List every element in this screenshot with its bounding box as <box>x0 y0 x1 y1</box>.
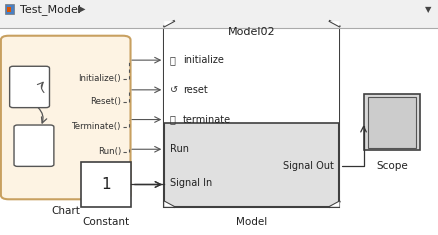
FancyBboxPatch shape <box>14 125 54 166</box>
Text: Reset(): Reset() <box>90 98 121 106</box>
Polygon shape <box>164 202 174 207</box>
Text: initialize: initialize <box>183 55 223 65</box>
Text: Model: Model <box>236 217 268 227</box>
Polygon shape <box>330 21 339 26</box>
Bar <box>0 0 438 28</box>
Text: ▶: ▶ <box>78 4 85 14</box>
Text: Model02: Model02 <box>228 27 276 37</box>
Bar <box>7 7 11 12</box>
Bar <box>164 21 339 207</box>
Text: Initialize(): Initialize() <box>78 74 121 83</box>
Polygon shape <box>164 21 174 26</box>
Text: ▼: ▼ <box>425 5 431 14</box>
Bar <box>364 94 420 150</box>
FancyBboxPatch shape <box>10 66 49 108</box>
Text: ↺: ↺ <box>170 85 178 95</box>
Polygon shape <box>330 202 339 207</box>
Bar <box>368 97 416 148</box>
Bar <box>5 4 14 14</box>
Text: Terminate(): Terminate() <box>71 122 121 131</box>
Text: Scope: Scope <box>376 161 408 171</box>
FancyBboxPatch shape <box>1 36 131 199</box>
Text: Chart: Chart <box>51 206 80 216</box>
Text: Constant: Constant <box>83 217 130 227</box>
Text: reset: reset <box>183 85 208 95</box>
Text: Signal Out: Signal Out <box>283 161 334 171</box>
Bar <box>81 162 131 207</box>
Bar <box>164 21 339 123</box>
Text: terminate: terminate <box>183 114 231 125</box>
Text: Signal In: Signal In <box>170 178 212 188</box>
Text: ⏻: ⏻ <box>170 55 175 65</box>
Text: ⓘ: ⓘ <box>170 114 175 125</box>
Text: Test_Model: Test_Model <box>20 4 81 15</box>
Text: 1: 1 <box>102 177 111 192</box>
Text: Run: Run <box>170 144 188 154</box>
Text: Run(): Run() <box>98 147 121 156</box>
